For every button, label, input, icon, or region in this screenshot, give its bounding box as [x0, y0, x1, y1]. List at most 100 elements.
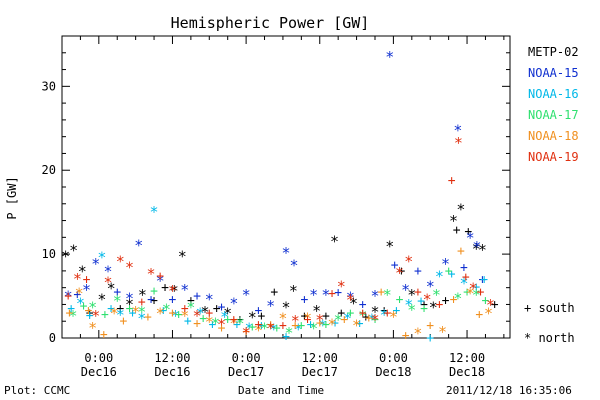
data-point: *	[116, 253, 125, 271]
data-point: *	[205, 290, 214, 308]
data-point: *	[64, 288, 73, 306]
data-point: *	[289, 282, 298, 300]
data-point: *	[180, 281, 189, 299]
data-point: +	[460, 261, 468, 276]
data-point: +	[116, 302, 124, 317]
data-point: *	[137, 303, 146, 321]
y-tick-label: 20	[42, 163, 56, 177]
data-point: +	[242, 324, 250, 339]
data-point: +	[464, 224, 472, 239]
data-point: *	[358, 307, 367, 325]
data-point: *	[266, 320, 275, 338]
data-point: +	[457, 244, 465, 259]
data-point: +	[218, 300, 226, 315]
data-point: *	[413, 325, 422, 343]
data-point: *	[107, 279, 116, 297]
data-point: +	[417, 294, 425, 309]
data-point: *	[486, 296, 495, 314]
data-point: *	[73, 270, 82, 288]
x-tick-label-time: 0:00	[84, 351, 113, 365]
data-point: +	[150, 293, 158, 308]
data-point: +	[397, 264, 405, 279]
data-point: +	[359, 306, 367, 321]
data-point: *	[426, 278, 435, 296]
data-point: *	[370, 311, 379, 329]
data-point: +	[83, 272, 91, 287]
data-point: *	[303, 310, 312, 328]
data-point: *	[156, 305, 165, 323]
data-point: *	[137, 310, 146, 328]
data-point: +	[334, 286, 342, 301]
data-point: +	[414, 285, 422, 300]
data-point: +	[233, 318, 241, 333]
data-point: +	[322, 309, 330, 324]
data-point: *	[435, 268, 444, 286]
x-tick-label-time: 0:00	[379, 351, 408, 365]
data-point: *	[116, 306, 125, 324]
data-point: *	[337, 278, 346, 296]
data-point: *	[229, 315, 238, 333]
data-point: *	[223, 305, 232, 323]
data-point: *	[125, 258, 134, 276]
data-point: +	[480, 272, 488, 287]
data-point: +	[478, 272, 486, 287]
data-point: *	[370, 303, 379, 321]
data-point: *	[113, 292, 122, 310]
data-point: +	[442, 293, 450, 308]
x-tick-label-date: Dec16	[81, 365, 117, 379]
data-point: *	[385, 237, 394, 255]
data-point: *	[170, 282, 179, 300]
data-point: *	[370, 287, 379, 305]
data-point: *	[131, 303, 140, 321]
data-point: *	[330, 232, 339, 250]
data-point: *	[432, 286, 441, 304]
data-point: +	[279, 318, 287, 333]
data-point: *	[466, 229, 475, 247]
data-point: *	[196, 305, 205, 323]
data-point: +	[462, 270, 470, 285]
data-point: *	[205, 313, 214, 331]
data-point: *	[367, 310, 376, 328]
data-point: +	[159, 303, 167, 318]
data-point: *	[242, 286, 251, 304]
marker-legend-entry: + south	[524, 301, 575, 315]
data-point: *	[150, 203, 159, 221]
data-point: +	[383, 306, 391, 321]
data-point: +	[359, 297, 367, 312]
data-point: +	[230, 313, 238, 328]
data-point: +	[107, 302, 115, 317]
legend: METP-02 NOAA-15 NOAA-16 NOAA-17 NOAA-18 NOAA-…	[528, 45, 579, 164]
data-point: +	[224, 313, 232, 328]
data-point: *	[441, 255, 450, 273]
data-point: *	[97, 290, 106, 308]
data-point: +	[347, 306, 355, 321]
data-point: *	[97, 248, 106, 266]
data-point: *	[186, 299, 195, 317]
legend-entry: NOAA-15	[528, 66, 579, 80]
x-tick-label-date: Dec16	[154, 365, 190, 379]
marker-legend-entry: * north	[524, 331, 575, 345]
data-point: +	[208, 318, 216, 333]
data-point: +	[448, 267, 456, 282]
data-point: +	[482, 293, 490, 308]
data-point: *	[192, 307, 201, 325]
data-point: *	[220, 308, 229, 326]
data-point: +	[199, 312, 207, 327]
data-point: *	[146, 265, 155, 283]
legend-entry: NOAA-19	[528, 150, 579, 164]
data-point: +	[267, 318, 275, 333]
marker-legend: + south * north	[524, 301, 575, 345]
data-point: *	[456, 200, 465, 218]
data-point: +	[270, 285, 278, 300]
data-point: *	[423, 290, 432, 308]
data-point: +	[156, 269, 164, 284]
data-point: *	[242, 324, 251, 342]
footer-x-axis-title: Date and Time	[238, 384, 325, 397]
data-point: *	[404, 253, 413, 271]
x-tick-label-date: Dec18	[375, 365, 411, 379]
data-point: *	[472, 286, 481, 304]
data-point: *	[328, 315, 337, 333]
data-point: *	[449, 212, 458, 230]
data-point: *	[438, 323, 447, 341]
data-point: *	[178, 247, 187, 265]
